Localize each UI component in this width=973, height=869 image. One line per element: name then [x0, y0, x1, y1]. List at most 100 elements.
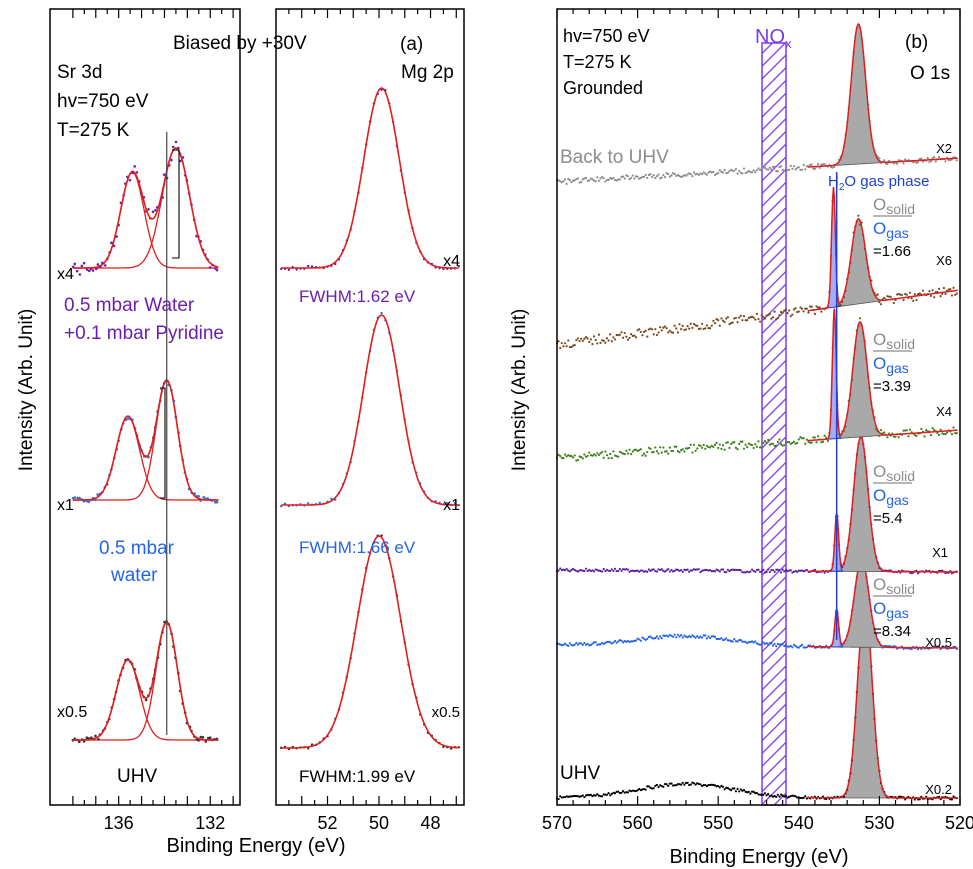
o1s-data-point: [657, 637, 660, 640]
o1s-data-point: [928, 290, 931, 293]
o1s-data-point: [750, 443, 754, 447]
o1s-data-point: [657, 173, 660, 176]
o1s-data-point: [738, 169, 741, 172]
o1s-data-point: [620, 451, 623, 454]
panel-b-info-2: T=275 K: [563, 52, 632, 72]
o1s-data-point: [818, 166, 821, 169]
o1s-data-point: [678, 323, 681, 326]
o1s-data-point: [755, 445, 758, 448]
scale-x1-mg: x1: [443, 497, 460, 514]
o1s-data-point: [657, 452, 660, 455]
o1s-data-point: [583, 337, 586, 340]
o1s-data-point: [800, 437, 804, 440]
o1s-data-point: [760, 167, 763, 170]
o1s-data-point: [709, 446, 712, 449]
o1s-data-point: [757, 568, 760, 571]
o1s-data-point: [760, 570, 763, 573]
o1s-data-point: [675, 636, 678, 639]
o1s-data-point: [667, 172, 670, 176]
o1s-data-point: [639, 176, 642, 180]
o1s-data-point: [628, 448, 631, 451]
o1s-data-point: [781, 642, 784, 645]
o1s-data-point: [563, 178, 567, 181]
o1s-data-point: [752, 316, 755, 319]
o1s-data-point: [792, 308, 796, 311]
o1s-data-point: [689, 173, 692, 176]
o1s-data-point: [725, 317, 728, 320]
o1s-data-point: [696, 324, 699, 327]
sr3d-data-point: [174, 140, 178, 144]
o1s-data-point: [783, 644, 786, 648]
o1s-data-point: [625, 640, 628, 643]
o1s-data-point: [568, 795, 571, 798]
sr3d-data-point: [94, 734, 97, 738]
o1s-data-point: [794, 569, 797, 573]
panel-a-xlabel: Binding Energy (eV): [167, 835, 346, 857]
o1s-data-point: [673, 633, 676, 636]
o1s-data-point: [562, 643, 565, 646]
o1s-data-point: [739, 639, 742, 642]
o1s-data-point: [773, 570, 776, 574]
o1s-data-point: [670, 449, 673, 453]
o1s-data-point: [800, 168, 804, 171]
o1s-data-point: [792, 643, 796, 646]
o1s-data-point: [726, 568, 729, 571]
o1s-data-point: [655, 635, 659, 638]
o1s-data-point: [696, 447, 699, 450]
o1s-data-point: [607, 178, 610, 181]
o1s-data-point: [688, 635, 691, 638]
o1s-data-point: [575, 641, 578, 645]
o1s-data-point: [644, 788, 647, 791]
o1s-data-point: [630, 452, 633, 456]
o1s-data-point: [697, 568, 700, 571]
o1s-data-point: [636, 449, 639, 453]
o1s-data-point: [610, 457, 613, 460]
o1s-data-point: [573, 794, 576, 798]
o1s-data-point: [639, 639, 642, 642]
o1s-data-point: [659, 784, 662, 787]
o1s-data-point: [691, 451, 694, 454]
o1s-data-point: [776, 793, 779, 796]
o1s-data-point: [947, 288, 950, 291]
o1s-data-point: [720, 784, 723, 787]
o1s-data-point: [570, 455, 573, 458]
o1s-data-point: [954, 432, 957, 435]
sr3d-component-2: [72, 621, 219, 741]
o1s-data-point: [649, 447, 652, 450]
o1s-data-point: [718, 570, 721, 573]
o1s-data-point: [597, 179, 601, 182]
o1s-data-point: [892, 162, 896, 165]
o1s-data-point: [741, 571, 744, 574]
o1s-data-point: [572, 795, 575, 798]
panel-a-header: Biased by +30V: [173, 33, 307, 54]
o1s-data-point: [718, 637, 721, 641]
o1s-data-point: [754, 318, 757, 321]
mg2p-fit: [281, 314, 459, 506]
sr3d-data-point: [87, 269, 91, 273]
o1s-data-point: [615, 333, 618, 337]
o1s-data-point: [775, 444, 778, 447]
o1s-data-point: [789, 164, 792, 167]
o1s-data-point: [654, 636, 657, 640]
o1s-data-point: [709, 636, 712, 640]
o1s-data-point: [833, 165, 836, 168]
o1s-data-point: [663, 570, 667, 573]
o1s-data-point: [752, 569, 755, 573]
o1s-data-point: [612, 336, 615, 339]
o1s-data-point: [663, 782, 667, 786]
o1s-data-point: [576, 458, 580, 462]
o1s-data-point: [934, 160, 937, 163]
o1s-data-point: [673, 324, 676, 327]
scale-b-x2: X2: [936, 141, 952, 156]
o1s-data-point: [796, 442, 799, 445]
o1s-data-point: [937, 433, 941, 437]
o1s-data-point: [605, 793, 609, 796]
o1s-data-point: [691, 569, 694, 572]
sr3d-data-point: [206, 736, 210, 740]
fwhm-label-water: FWHM:1.66 eV: [299, 538, 416, 557]
o1s-data-point: [613, 567, 617, 570]
o1s-data-point: [736, 568, 739, 572]
o1s-data-point: [704, 784, 707, 787]
o1s-data-point: [605, 337, 609, 340]
o1s-data-point: [594, 454, 597, 457]
